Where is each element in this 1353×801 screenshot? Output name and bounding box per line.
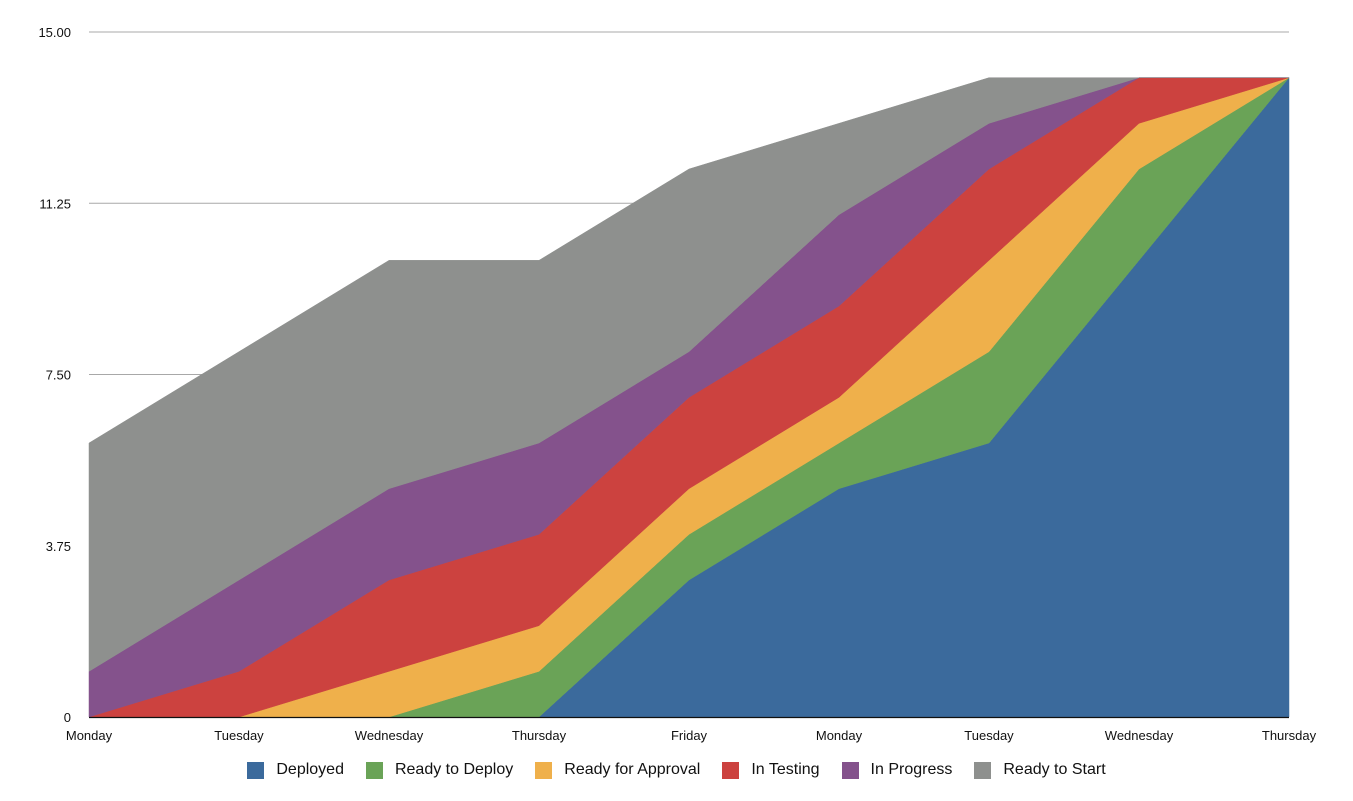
legend-swatch xyxy=(535,761,553,779)
legend-label: Ready to Start xyxy=(1003,761,1106,778)
x-tick-labels: Monday Tuesday Wednesday Thursday Friday Mond… xyxy=(66,728,1317,743)
x-tick-label: Thursday xyxy=(1262,728,1317,743)
x-tick-label: Monday xyxy=(816,728,863,743)
y-tick-label: 15.00 xyxy=(38,25,71,40)
legend-item-ready-for-approval: Ready for Approval xyxy=(535,761,700,779)
x-tick-label: Wednesday xyxy=(355,728,424,743)
area-series xyxy=(88,76,1290,718)
legend-swatch xyxy=(247,761,265,779)
legend-item-in-progress: In Progress xyxy=(841,761,953,779)
x-tick-label: Monday xyxy=(66,728,113,743)
legend: Deployed Ready to Deploy Ready for Approva… xyxy=(0,757,1353,783)
legend-item-deployed: Deployed xyxy=(247,761,344,779)
legend-label: In Progress xyxy=(870,761,953,778)
legend-swatch xyxy=(974,761,992,779)
y-tick-labels: 0 3.75 7.50 11.25 15.00 xyxy=(38,25,71,725)
y-tick-label: 3.75 xyxy=(46,539,71,554)
x-tick-label: Tuesday xyxy=(214,728,264,743)
x-tick-label: Wednesday xyxy=(1105,728,1174,743)
legend-item-in-testing: In Testing xyxy=(722,761,820,779)
y-tick-label: 11.25 xyxy=(39,196,71,211)
legend-swatch xyxy=(722,761,740,779)
legend-swatch xyxy=(841,761,859,779)
area-ready-to-start xyxy=(88,77,1289,672)
legend-item-ready-to-start: Ready to Start xyxy=(974,761,1106,779)
legend-label: Ready for Approval xyxy=(564,761,701,778)
legend-label: In Testing xyxy=(751,761,820,778)
x-tick-label: Friday xyxy=(671,728,708,743)
legend-item-ready-to-deploy: Ready to Deploy xyxy=(365,761,514,779)
legend-label: Ready to Deploy xyxy=(394,761,514,778)
y-tick-label: 7.50 xyxy=(46,368,71,383)
x-tick-label: Thursday xyxy=(512,728,567,743)
legend-label: Deployed xyxy=(276,761,344,778)
x-tick-label: Tuesday xyxy=(964,728,1014,743)
y-tick-label: 0 xyxy=(64,710,71,725)
stacked-area-chart: 0 3.75 7.50 11.25 15.00 Monday Tuesday Wednesd… xyxy=(38,25,1317,743)
legend-swatch xyxy=(365,761,383,779)
